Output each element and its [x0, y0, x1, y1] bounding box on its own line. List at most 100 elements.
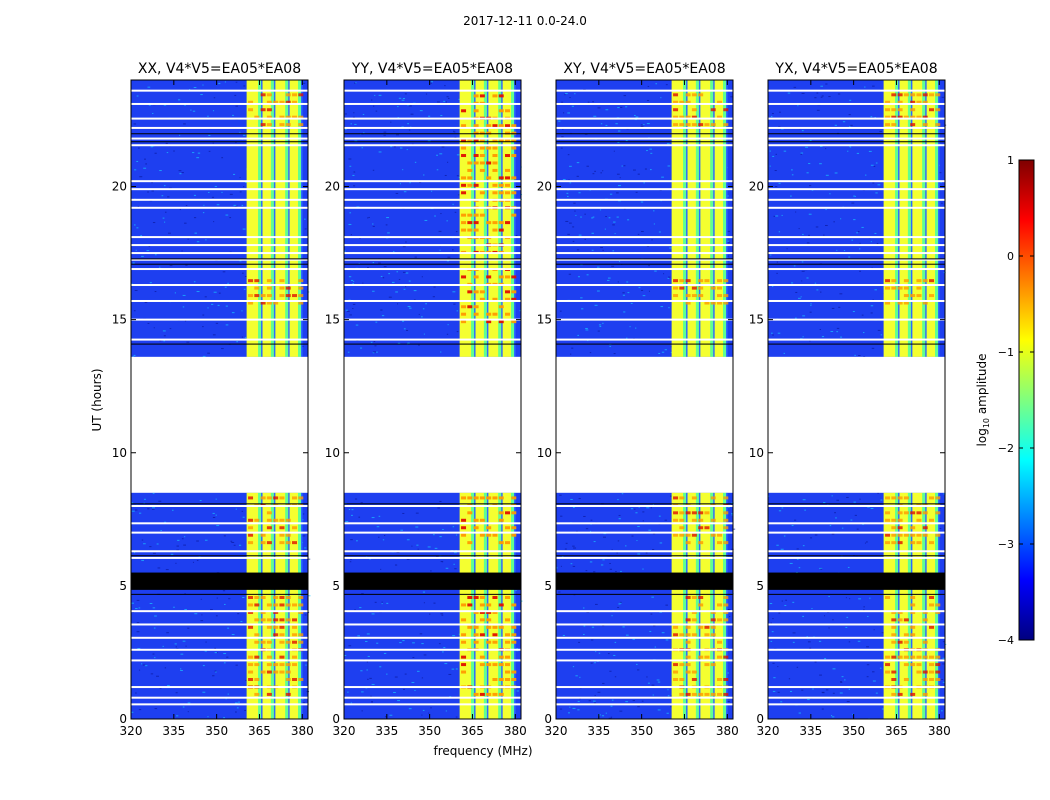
flag-line	[344, 318, 521, 321]
noise-dot	[802, 499, 806, 501]
noise-dot	[430, 82, 432, 84]
noise-dot	[791, 282, 794, 284]
noise-dot	[196, 291, 200, 293]
y-tick-label: 20	[749, 180, 764, 194]
noise-dot	[139, 512, 142, 514]
hot-cell	[685, 279, 691, 283]
flag-line	[556, 117, 733, 120]
hot-cell	[505, 526, 511, 530]
noise-dot	[199, 499, 202, 501]
noise-dot	[623, 165, 626, 167]
flag-line	[131, 299, 308, 302]
noise-dot	[594, 662, 596, 664]
noise-dot	[612, 250, 615, 252]
noise-dot	[866, 541, 868, 543]
flag-line-dark	[131, 258, 308, 260]
hot-cell	[285, 286, 291, 290]
noise-dot	[348, 223, 352, 225]
noise-dot	[196, 241, 200, 243]
hot-patches	[673, 93, 729, 696]
noise-dot	[369, 677, 372, 679]
channel-stripe	[935, 80, 939, 357]
hot-cell	[498, 124, 504, 128]
hot-cell	[298, 633, 304, 637]
noise-dot	[452, 203, 454, 205]
noise-dot	[213, 291, 217, 293]
hot-cell	[710, 533, 716, 537]
noise-dot	[383, 131, 387, 133]
noise-dot	[212, 516, 216, 518]
x-tick-label: 335	[162, 724, 185, 738]
channel-gap	[261, 492, 263, 719]
noise-dot	[420, 316, 423, 318]
noise-dot	[567, 112, 570, 114]
channel-gap	[910, 80, 913, 357]
hot-cell	[710, 496, 716, 500]
noise-dot	[611, 265, 615, 267]
noise-dot	[731, 514, 733, 516]
hot-cell	[679, 279, 685, 283]
noise-dot	[151, 190, 154, 192]
noise-dot	[653, 625, 656, 627]
noise-dot	[432, 296, 435, 298]
noise-dot	[653, 210, 655, 212]
noise-dot	[215, 671, 217, 673]
noise-dot	[654, 270, 657, 272]
noise-dot	[132, 262, 135, 264]
noise-dot	[412, 642, 415, 644]
flag-line	[131, 126, 308, 129]
hot-cell	[910, 633, 916, 637]
noise-dot	[942, 663, 945, 665]
noise-dot	[456, 310, 459, 312]
hot-cell	[685, 301, 691, 305]
noise-dot	[205, 239, 207, 241]
y-tick-label: 10	[112, 446, 127, 460]
noise-dot	[808, 163, 811, 165]
noise-dot	[842, 121, 846, 123]
hot-cell	[891, 115, 897, 119]
noise-dot	[786, 248, 788, 250]
hot-cell	[511, 176, 517, 180]
noise-dot	[443, 647, 446, 649]
noise-dot	[864, 542, 866, 544]
noise-dot	[599, 209, 602, 211]
noise-dot	[863, 606, 865, 608]
flag-line	[556, 522, 733, 525]
hot-cell	[929, 108, 935, 112]
hot-cell	[891, 518, 897, 522]
noise-dot	[592, 101, 594, 103]
noise-dot	[770, 640, 773, 642]
noise-dot	[593, 115, 597, 117]
noise-dot	[565, 220, 569, 222]
noise-dot	[941, 202, 943, 204]
noise-dot	[163, 335, 166, 337]
hot-cell	[891, 670, 897, 674]
noise-dot	[400, 529, 403, 531]
flag-line	[768, 236, 945, 239]
noise-dot	[514, 235, 518, 237]
noise-dot	[419, 181, 422, 183]
noise-dot	[447, 161, 449, 163]
hot-cell	[673, 625, 679, 629]
noise-dot	[585, 327, 588, 329]
hot-cell	[492, 154, 498, 158]
noise-dot	[381, 601, 383, 603]
noise-dot	[204, 539, 208, 541]
flag-line	[768, 268, 945, 271]
noise-dot	[136, 622, 140, 624]
noise-dot	[872, 671, 875, 673]
noise-dot	[430, 81, 434, 83]
hot-cell	[285, 100, 291, 104]
noise-dot	[151, 508, 155, 510]
noise-dot	[603, 536, 606, 538]
noise-dot	[225, 214, 229, 216]
noise-dot	[669, 247, 673, 249]
noise-dot	[349, 314, 352, 316]
noise-dot	[626, 337, 628, 339]
noise-dot	[874, 232, 877, 234]
noise-dot	[151, 182, 153, 184]
noise-dot	[371, 517, 375, 519]
hot-cell	[685, 100, 691, 104]
x-tick-label: 380	[716, 724, 739, 738]
hot-cell	[511, 603, 517, 607]
